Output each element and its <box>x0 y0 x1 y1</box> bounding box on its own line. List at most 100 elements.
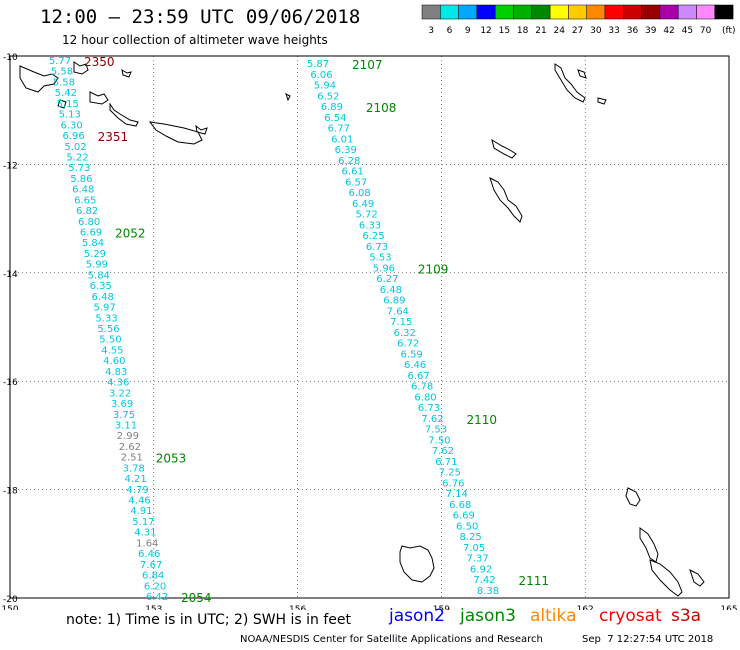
swh-value: 6.69 <box>453 511 475 522</box>
generation-timestamp: Sep 7 12:27:54 UTC 2018 <box>582 634 714 645</box>
coastline-5 <box>73 61 89 75</box>
swh-value: 5.50 <box>99 335 121 346</box>
swh-value: 3.22 <box>109 388 131 399</box>
swh-value: 6.68 <box>449 500 471 511</box>
coastlines <box>19 61 705 597</box>
legend-label: 15 <box>499 26 510 36</box>
pass-label: 2109 <box>418 262 449 276</box>
lat-label: -18 <box>3 487 18 497</box>
coastline-13 <box>577 69 587 79</box>
legend-label: 21 <box>535 26 546 36</box>
lon-label: 165 <box>720 605 737 610</box>
swh-value: 6.84 <box>142 571 164 582</box>
swh-value: 6.49 <box>352 199 374 210</box>
legend-label: 9 <box>465 26 471 36</box>
legend-label: 27 <box>572 26 583 36</box>
lat-label: -12 <box>3 161 18 171</box>
swh-value: 5.86 <box>70 174 92 185</box>
lat-label: -16 <box>3 378 18 388</box>
swh-value: 6.32 <box>394 328 416 339</box>
lat-label: -20 <box>3 595 18 605</box>
swh-value: 5.13 <box>59 110 81 121</box>
swh-value: 5.42 <box>55 88 77 99</box>
pass-label: 2107 <box>352 58 383 72</box>
pass-label: 2053 <box>156 452 187 466</box>
legend-label: 24 <box>554 26 566 36</box>
swh-value: 6.82 <box>76 206 98 217</box>
lat-label: -14 <box>3 270 18 280</box>
swh-value: 5.94 <box>314 81 336 92</box>
swh-value: 7.25 <box>439 468 461 479</box>
swh-value: 6.71 <box>435 457 457 468</box>
swh-value: 6.39 <box>335 145 357 156</box>
swh-value: 5.22 <box>66 152 88 163</box>
coastline-8 <box>57 99 67 109</box>
swh-value: 6.89 <box>383 296 405 307</box>
legend-label: 6 <box>447 26 453 36</box>
swh-value: 7.53 <box>425 425 447 436</box>
coastline-6 <box>121 68 132 78</box>
track-left: 5.775.585.585.425.155.136.306.965.025.22… <box>49 55 212 605</box>
swh-value: 7.64 <box>387 306 409 317</box>
swh-value: 6.06 <box>310 70 332 81</box>
coastline-9 <box>554 63 586 103</box>
swh-value: 5.58 <box>53 77 75 88</box>
swh-value: 6.54 <box>324 113 346 124</box>
coastline-7 <box>195 124 208 135</box>
swh-value: 2.62 <box>119 442 141 453</box>
swh-value: 2.51 <box>121 453 143 464</box>
satellite-label: s3a <box>671 606 702 626</box>
coastline-14 <box>285 93 291 102</box>
swh-value: 4.60 <box>103 356 125 367</box>
swh-value: 5.29 <box>84 249 106 260</box>
swh-value: 5.84 <box>82 238 104 249</box>
swh-value: 6.77 <box>328 124 350 135</box>
legend-label: 36 <box>627 26 639 36</box>
swh-value: 6.92 <box>470 564 492 575</box>
swh-value: 3.78 <box>123 463 145 474</box>
swh-value: 6.50 <box>456 521 478 532</box>
color-legend: 3 6 9 12 15 18 21 24 27 30 33 36 39 42 45 70 (ft) <box>421 4 736 36</box>
swh-value: 6.28 <box>338 156 360 167</box>
credit-line: NOAA/NESDIS Center for Satellite Applica… <box>240 634 543 645</box>
swh-value: 6.35 <box>90 281 112 292</box>
satellite-label: cryosat <box>599 606 662 626</box>
legend-label: 3 <box>428 26 434 36</box>
swh-value: 5.56 <box>97 324 119 335</box>
swh-value: 6.48 <box>380 285 402 296</box>
coastline-2 <box>89 91 109 105</box>
coastline-1 <box>19 65 59 93</box>
swh-value: 7.05 <box>463 543 485 554</box>
swh-value: 8.38 <box>477 586 499 597</box>
swh-value: 5.72 <box>355 210 377 221</box>
swh-value: 6.25 <box>362 231 384 242</box>
swh-value: 7.67 <box>140 560 162 571</box>
swh-value: 5.77 <box>49 56 71 67</box>
swh-value: 5.87 <box>307 59 329 70</box>
pass-label: 2052 <box>115 227 146 241</box>
swh-value: 6.89 <box>321 102 343 113</box>
swh-value: 6.76 <box>442 478 464 489</box>
swh-value: 6.42 <box>146 592 168 603</box>
swh-value: 5.58 <box>51 67 73 78</box>
swh-value: 6.52 <box>317 91 339 102</box>
pass-label: 2350 <box>84 55 115 69</box>
swh-value: 6.46 <box>404 360 426 371</box>
swh-value: 7.62 <box>432 446 454 457</box>
swh-value: 4.83 <box>105 367 127 378</box>
swh-value: 5.96 <box>373 263 395 274</box>
satellite-label: jason3 <box>460 606 516 626</box>
swh-value: 6.01 <box>331 134 353 145</box>
lat-label: -10 <box>3 53 18 63</box>
swh-value: 6.46 <box>138 549 160 560</box>
swh-value: 4.46 <box>128 496 150 507</box>
legend-label: 33 <box>608 26 619 36</box>
swh-value: 5.84 <box>88 270 110 281</box>
legend-label: 18 <box>517 26 529 36</box>
pass-label: 2110 <box>466 413 497 427</box>
track-right: 5.876.065.946.526.896.546.776.016.396.28… <box>307 58 549 597</box>
coastline-10 <box>597 97 607 105</box>
coastline-15 <box>399 545 435 583</box>
swh-value: 4.55 <box>101 345 123 356</box>
